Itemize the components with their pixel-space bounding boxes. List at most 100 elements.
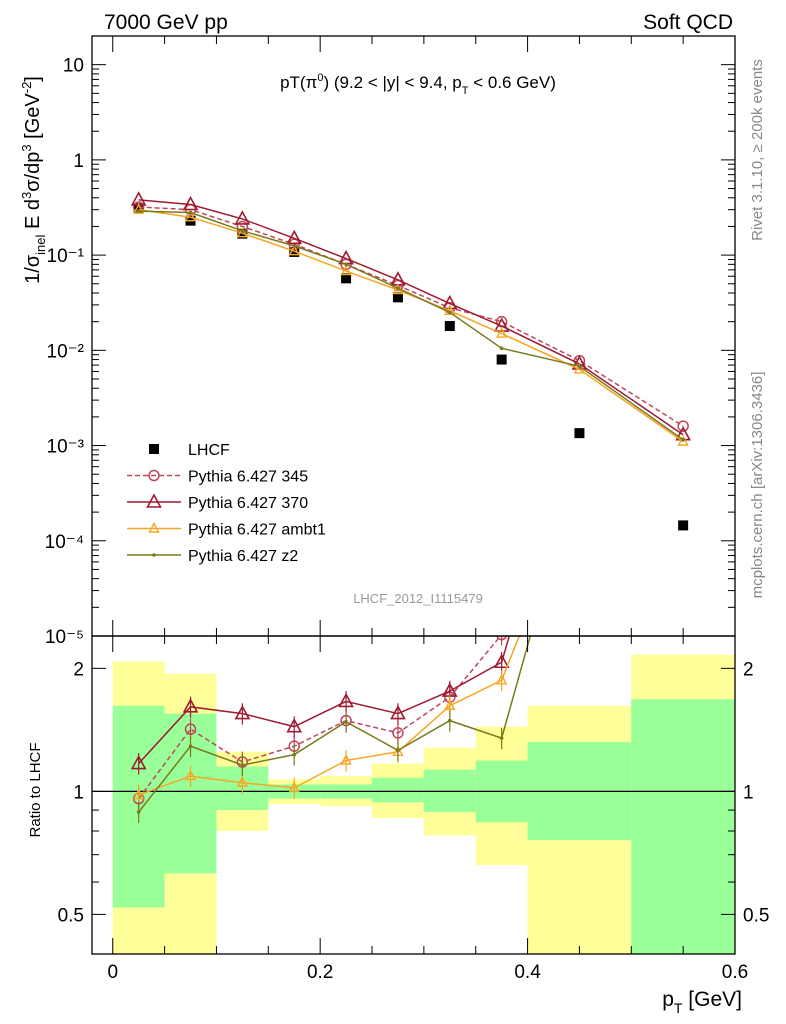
main-point-series-3 — [495, 327, 508, 338]
main-plot-series — [130, 191, 691, 531]
main-y-tick-label: 1 — [73, 151, 84, 172]
main-point-series-3 — [288, 244, 300, 256]
main-point-series-2 — [493, 317, 510, 332]
ratio-point-series-1 — [286, 717, 303, 733]
main-line-series-1 — [138, 206, 684, 427]
legend: LHCF Pythia 6.427 345 Pythia 6.427 370 Pyth… — [127, 442, 326, 565]
ratio-y-tick-label-left: 1 — [73, 782, 84, 803]
x-axis-label: pT [GeV] — [662, 988, 742, 1016]
rivet-label: Rivet 3.1.10, ≥ 200k events — [749, 59, 766, 241]
main-point-series-4 — [396, 286, 400, 290]
main-point-series-4 — [292, 244, 297, 248]
ratio-point-series-0 — [496, 636, 508, 641]
ratio-point-series-3 — [136, 810, 141, 814]
ratio-point-series-0 — [392, 727, 404, 739]
legend-entry: Pythia 6.427 z2 — [188, 548, 298, 565]
main-point-series-4 — [344, 262, 348, 267]
main-point-series-2 — [234, 210, 251, 225]
main-point-series-2 — [130, 191, 147, 206]
analysis-watermark: LHCF_2012_I1115479 — [353, 591, 483, 606]
ratio-point-series-1 — [182, 698, 199, 713]
x-tick-label: 0.2 — [307, 962, 333, 983]
main-point-series-0 — [133, 203, 144, 214]
plot-title: pT(π0) (9.2 < |y| < 9.4, pT < 0.6 GeV) — [280, 72, 556, 97]
ratio-y-tick-label-right: 2 — [743, 659, 754, 680]
ratio-point-series-1 — [390, 704, 406, 720]
main-point-series-4 — [681, 437, 685, 442]
legend-marker — [149, 444, 159, 454]
ratio-point-series-1 — [493, 653, 510, 669]
main-point-series-4 — [447, 310, 452, 315]
main-point-series-0 — [496, 354, 507, 365]
ratio-y-tick-label-right: 0.5 — [743, 905, 769, 926]
x-tick-label: 0.4 — [514, 962, 541, 983]
main-point-series-3 — [340, 264, 352, 276]
main-point-series-2 — [286, 229, 303, 245]
mcplots-label: mcplots.cern.ch [arXiv:1306.3436] — [749, 372, 766, 599]
ratio-plot-series — [130, 636, 532, 824]
main-point-series-0 — [444, 321, 455, 332]
ratio-point-series-3 — [396, 748, 400, 753]
main-point-series-4 — [577, 364, 582, 369]
ratio-point-series-3 — [499, 736, 504, 740]
ratio-point-series-2 — [495, 673, 508, 685]
legend-marker — [148, 522, 160, 533]
ratio-point-series-2 — [444, 699, 456, 710]
main-point-series-4 — [136, 209, 141, 213]
legend-marker — [152, 553, 156, 557]
ratio-point-series-3 — [292, 752, 297, 757]
main-line-series-3 — [138, 208, 684, 443]
main-line-series-2 — [138, 199, 684, 436]
ratio-point-series-3 — [344, 719, 348, 724]
ratio-point-series-3 — [188, 744, 193, 748]
ratio-point-series-2 — [184, 769, 197, 781]
legend-entry: LHCF — [188, 442, 230, 459]
main-point-series-3 — [677, 435, 689, 446]
legend-marker — [146, 493, 162, 508]
main-point-series-3 — [133, 203, 145, 214]
legend-entry: Pythia 6.427 345 — [188, 469, 308, 486]
main-point-series-3 — [444, 304, 456, 316]
main-point-series-2 — [441, 294, 458, 310]
legend-entry: Pythia 6.427 ambt1 — [188, 522, 326, 539]
ratio-point-series-3 — [240, 763, 245, 767]
ratio-y-tick-label-left: 2 — [73, 659, 84, 680]
main-point-series-2 — [182, 195, 199, 211]
main-y-axis-label: 1/σinel E d3σ/dp3 [GeV-2] — [19, 76, 48, 284]
main-point-series-3 — [184, 210, 197, 222]
ratio-point-series-2 — [288, 781, 300, 793]
main-y-tick-label: 10⁻⁴ — [45, 532, 84, 553]
ratio-y-tick-label-right: 1 — [743, 782, 754, 803]
ratio-point-series-2 — [133, 788, 145, 800]
band-green — [631, 699, 735, 954]
main-point-series-4 — [499, 346, 504, 351]
band-green — [372, 777, 424, 803]
x-tick-label: 0.6 — [722, 962, 748, 983]
legend-marker — [148, 469, 160, 482]
main-y-tick-label: 10⁻² — [47, 341, 85, 362]
uncertainty-bands — [112, 654, 735, 954]
main-point-series-0 — [678, 520, 689, 531]
main-point-series-1 — [677, 420, 689, 432]
ratio-y-tick-label-left: 0.5 — [58, 905, 84, 926]
header-collision: 7000 GeV pp — [104, 11, 228, 34]
main-point-series-0 — [574, 428, 585, 439]
main-point-series-3 — [236, 226, 249, 238]
header-category: Soft QCD — [643, 11, 733, 34]
ratio-point-series-1 — [338, 692, 354, 708]
ratio-point-series-2 — [236, 776, 249, 787]
main-point-series-4 — [188, 210, 193, 215]
ratio-point-series-3 — [447, 718, 452, 723]
legend-entry: Pythia 6.427 370 — [188, 495, 308, 512]
ratio-point-series-2 — [340, 754, 352, 765]
main-point-series-4 — [240, 229, 245, 233]
main-line-series-4 — [138, 210, 684, 441]
ratio-plot-frame — [91, 635, 736, 955]
ratio-point-series-1 — [130, 754, 147, 770]
main-y-tick-label: 10⁻⁵ — [45, 627, 84, 648]
axis-ticks: 10 1 10⁻¹ 10⁻² 10⁻³ 10⁻⁴ 10⁻⁵ 2 2 1 1 0.5 0.5 0 0.2 0.4… — [45, 35, 769, 983]
main-plot-frame — [91, 35, 736, 637]
x-tick-label: 0 — [107, 962, 118, 983]
main-y-tick-label: 10 — [63, 56, 84, 77]
